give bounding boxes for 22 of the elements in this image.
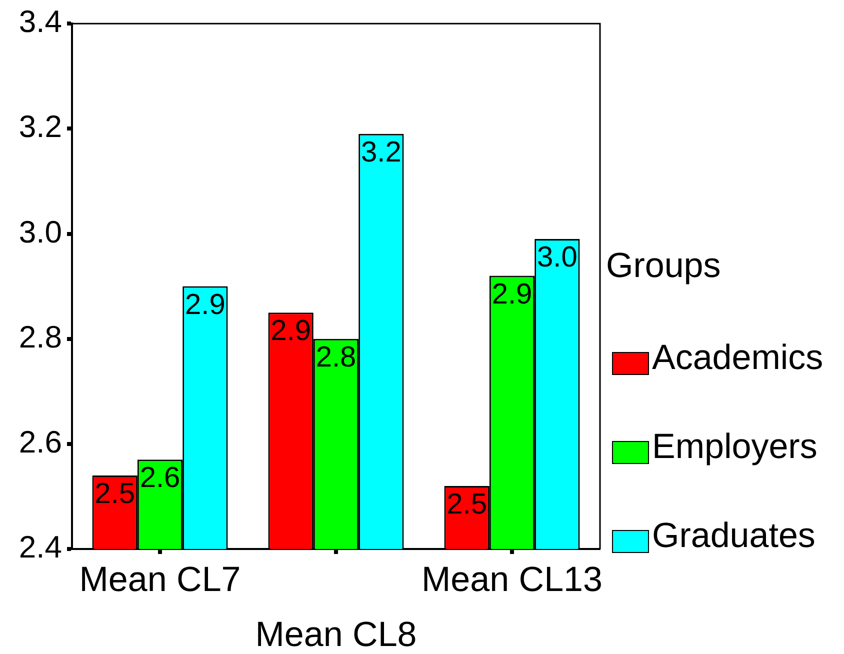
y-tick-label: 2.8 — [18, 319, 62, 354]
y-tick-label: 2.6 — [18, 424, 62, 460]
legend-title: Groups — [606, 246, 722, 286]
legend-label: Graduates — [652, 516, 816, 556]
legend-label: Academics — [652, 338, 824, 378]
data-label: 2.5 — [446, 488, 487, 520]
data-label: 3.2 — [361, 136, 402, 168]
data-label: 2.6 — [140, 462, 180, 494]
y-tick-label: 2.4 — [18, 530, 62, 565]
y-tick-label: 3.0 — [18, 214, 62, 250]
x-tick-label: Mean CL7 — [79, 560, 241, 600]
data-label: 2.5 — [94, 478, 135, 510]
data-label: 2.9 — [270, 315, 311, 348]
data-label: 3.0 — [537, 242, 578, 274]
legend-label: Employers — [652, 427, 818, 467]
data-label: 2.9 — [185, 288, 226, 321]
data-label: 2.9 — [492, 278, 532, 310]
y-tick-label: 3.4 — [18, 4, 62, 40]
data-label: 2.8 — [316, 341, 356, 374]
y-tick-label: 3.2 — [18, 109, 62, 144]
x-tick-label: Mean CL13 — [422, 560, 602, 600]
x-tick-label: Mean CL8 — [255, 615, 417, 654]
